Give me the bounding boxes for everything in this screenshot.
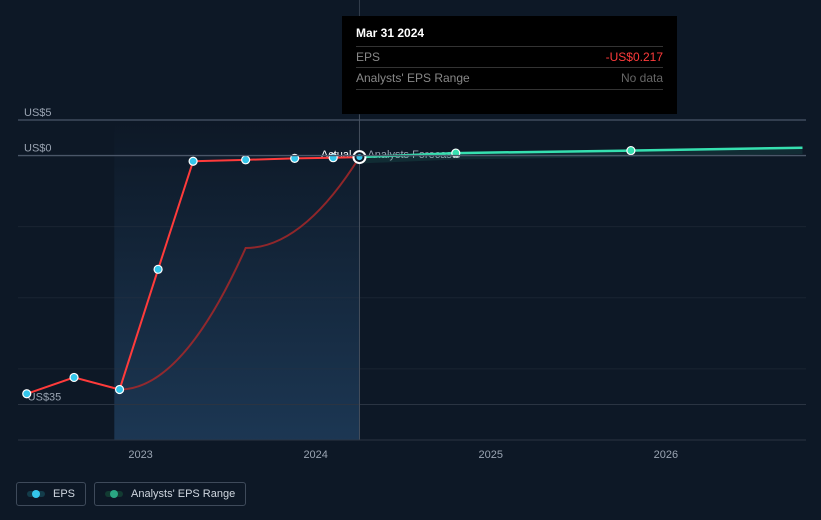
legend-swatch-icon [105,491,123,497]
legend: EPS Analysts' EPS Range [16,482,246,506]
tooltip-label: Analysts' EPS Range [356,71,470,85]
legend-item-eps[interactable]: EPS [16,482,86,506]
svg-text:US$5: US$5 [24,107,52,119]
svg-text:2023: 2023 [128,449,152,461]
legend-swatch-icon [27,491,45,497]
svg-text:US$0: US$0 [24,143,52,155]
svg-text:2024: 2024 [303,449,327,461]
tooltip-value: No data [621,71,663,85]
legend-label: Analysts' EPS Range [131,488,235,500]
svg-text:2026: 2026 [654,449,678,461]
tooltip-row-range: Analysts' EPS Range No data [356,67,663,90]
legend-item-range[interactable]: Analysts' EPS Range [94,482,246,506]
svg-text:2025: 2025 [479,449,503,461]
legend-label: EPS [53,488,75,500]
eps-chart: US$5US$0-US$35ActualAnalysts Forecasts20… [0,0,821,520]
tooltip-date: Mar 31 2024 [356,26,663,40]
tooltip-label: EPS [356,50,380,64]
chart-tooltip: Mar 31 2024 EPS -US$0.217 Analysts' EPS … [342,16,677,114]
tooltip-row-eps: EPS -US$0.217 [356,46,663,67]
tooltip-value: -US$0.217 [606,50,663,64]
